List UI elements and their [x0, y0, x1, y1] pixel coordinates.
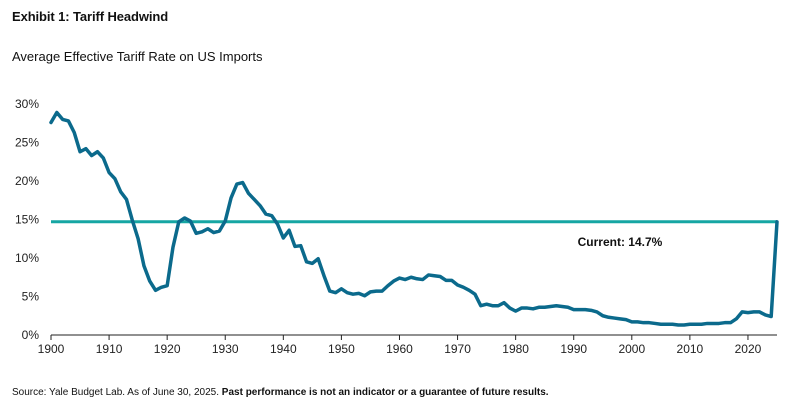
source-note: Source: Yale Budget Lab. As of June 30, …	[12, 387, 549, 398]
x-axis-ticks: 1900 1910 1920 1930 1940 1950 1960 1970 1980 1990…	[38, 335, 762, 356]
x-tick-label: 1900	[38, 342, 65, 356]
y-tick-label: 15%	[15, 213, 39, 227]
x-tick-label: 2020	[735, 342, 762, 356]
x-tick-label: 1910	[96, 342, 123, 356]
y-axis-ticks: 0% 5% 10% 15% 20% 25% 30%	[15, 97, 39, 342]
current-rate-label: Current: 14.7%	[578, 235, 663, 249]
x-tick-label: 1970	[444, 342, 471, 356]
chart-title: Average Effective Tariff Rate on US Impo…	[12, 49, 263, 64]
y-tick-label: 30%	[15, 97, 39, 111]
x-tick-label: 2000	[618, 342, 645, 356]
x-tick-label: 1980	[502, 342, 529, 356]
disclaimer-text: Past performance is not an indicator or …	[221, 387, 549, 398]
x-tick-label: 1920	[154, 342, 181, 356]
x-tick-label: 1940	[270, 342, 297, 356]
x-tick-label: 1950	[328, 342, 355, 356]
y-tick-label: 10%	[15, 251, 39, 265]
x-tick-label: 1960	[386, 342, 413, 356]
y-tick-label: 20%	[15, 174, 39, 188]
tariff-rate-chart: 0% 5% 10% 15% 20% 25% 30% 1900 1910 1920 1930 1940…	[15, 97, 779, 356]
tariff-rate-series-line	[49, 110, 779, 327]
x-tick-label: 2010	[677, 342, 704, 356]
exhibit-title: Exhibit 1: Tariff Headwind	[12, 9, 169, 24]
y-tick-label: 5%	[22, 290, 40, 304]
x-tick-label: 1930	[212, 342, 239, 356]
source-text: Source: Yale Budget Lab. As of June 30, …	[12, 387, 220, 398]
y-tick-label: 0%	[22, 328, 40, 342]
y-tick-label: 25%	[15, 136, 39, 150]
x-tick-label: 1990	[560, 342, 587, 356]
